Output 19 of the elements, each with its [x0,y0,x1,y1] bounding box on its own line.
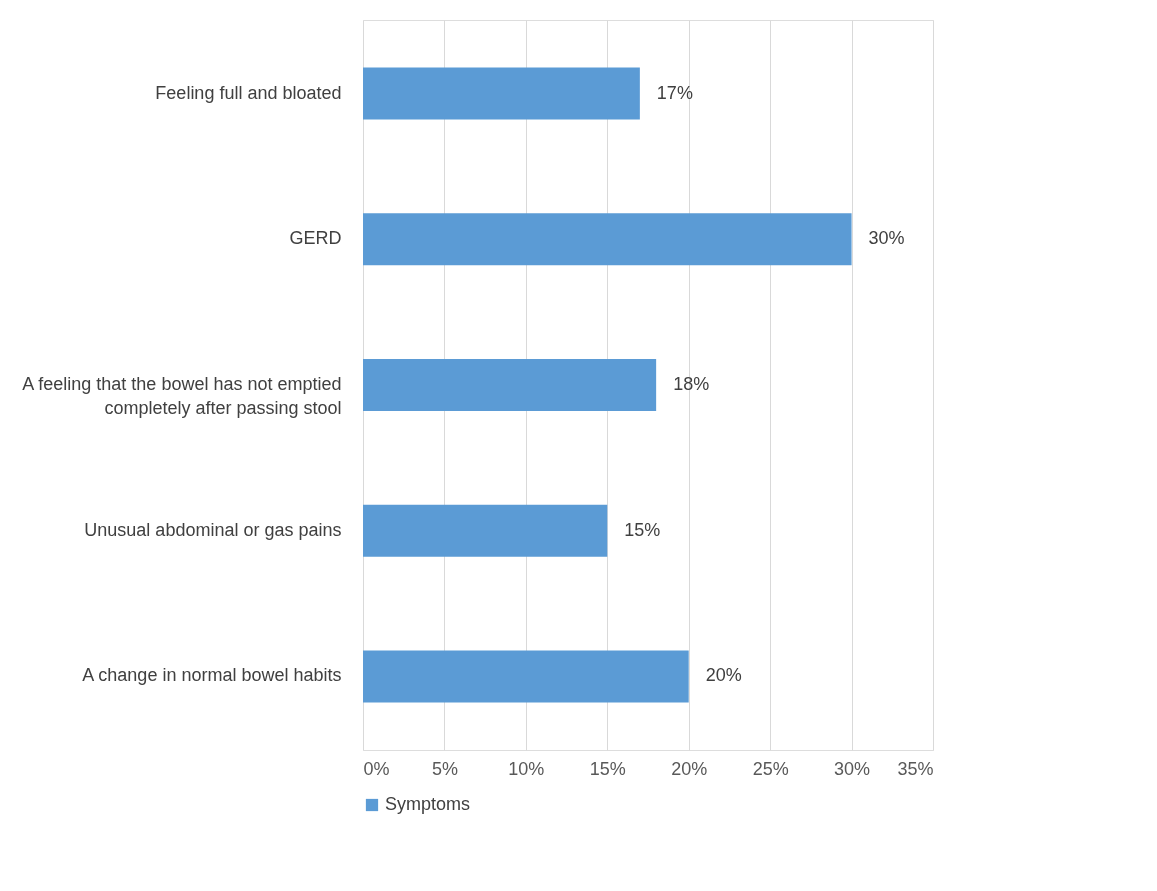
data-label: 18% [673,374,710,394]
x-tick-label: 0% [363,758,390,779]
data-label: 15% [624,519,661,540]
y-tick-label: A feeling that the bowel has not emptied completely after passing stool [22,374,342,418]
data-label: 30% [868,228,905,249]
x-tick-label: 30% [834,758,871,779]
data-label: 17% [656,82,693,103]
x-tick-label: 10% [508,758,545,779]
legend-label: Symptoms [385,794,471,814]
y-tick-label: GERD [289,228,342,249]
y-tick-label: A change in normal bowel habits [82,665,342,686]
data-label: 20% [705,665,742,686]
x-tick-label: 25% [752,758,789,779]
y-tick-label: Feeling full and bloated [155,82,342,103]
x-tick-label: 5% [431,758,458,779]
x-tick-label: 20% [671,758,708,779]
x-tick-label: 35% [897,758,934,779]
y-tick-label: Unusual abdominal or gas pains [84,519,342,540]
x-tick-label: 15% [589,758,626,779]
